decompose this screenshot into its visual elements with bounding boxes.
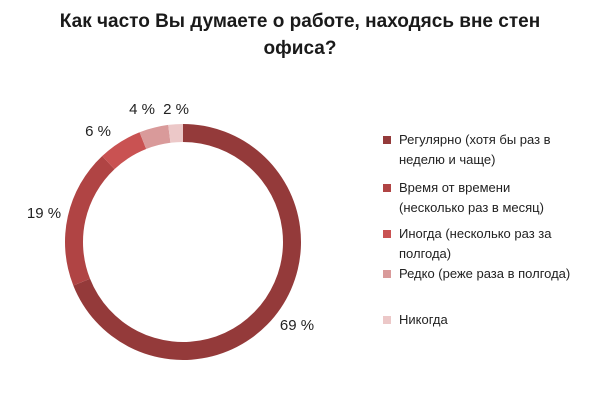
legend-label-sometimes-1: Время от времени [399, 180, 511, 195]
legend-label-never-1: Никогда [399, 312, 448, 327]
data-label-regularly: 69 % [280, 317, 314, 334]
data-label-never: 2 % [163, 101, 189, 118]
legend-item-rarely: Редко (реже раза в полгода) [383, 264, 570, 284]
legend-label-occasionally-2: полгода) [399, 246, 452, 261]
slice-never [168, 124, 183, 143]
slice-rarely [139, 124, 171, 150]
legend-swatch-rarely [383, 270, 391, 278]
slice-sometimes [65, 155, 115, 286]
legend-label-rarely-1: Редко (реже раза в полгода) [399, 266, 571, 281]
legend-label-regularly-1: Регулярно (хотя бы раз в [399, 132, 551, 147]
legend-swatch-regularly [383, 136, 391, 144]
slice-occasionally [102, 132, 147, 170]
data-label-sometimes: 19 % [27, 205, 61, 222]
legend-item-occasionally: Иногда (несколько раз за полгода) [383, 224, 551, 264]
legend-item-sometimes: Время от времени (несколько раз в месяц) [383, 178, 544, 218]
legend-swatch-sometimes [383, 184, 391, 192]
legend-label-sometimes-2: (несколько раз в месяц) [399, 200, 544, 215]
legend-item-regularly: Регулярно (хотя бы раз в неделю и чаще) [383, 130, 551, 170]
chart-title: Как часто Вы думаете о работе, находясь … [59, 11, 541, 59]
legend-swatch-never [383, 316, 391, 324]
legend-swatch-occasionally [383, 230, 391, 238]
legend-label-regularly-2: неделю и чаще) [399, 152, 496, 167]
legend-item-never: Никогда [383, 310, 448, 330]
legend-label-occasionally-1: Иногда (несколько раз за [399, 226, 552, 241]
data-label-rarely: 4 % [129, 101, 155, 118]
data-label-occasionally: 6 % [85, 123, 111, 140]
